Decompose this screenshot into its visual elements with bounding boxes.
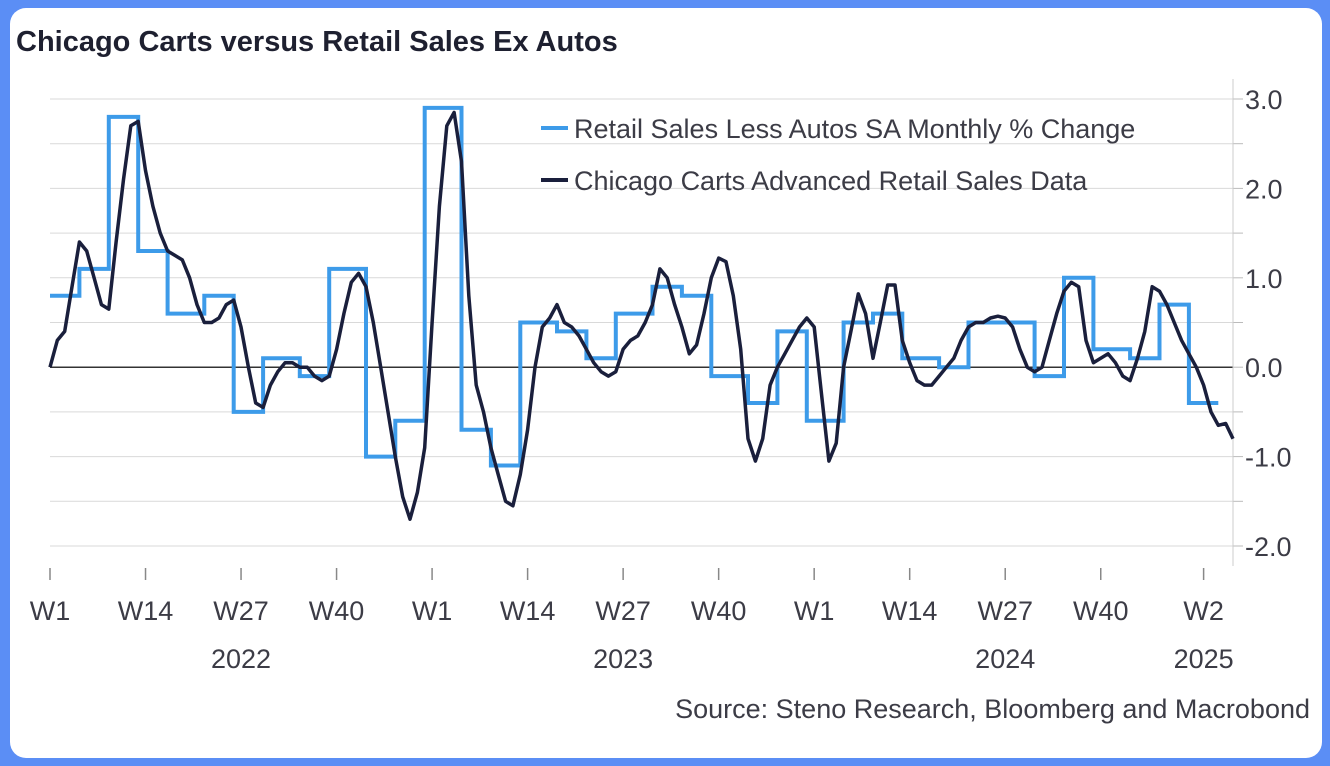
chart-title: Chicago Carts versus Retail Sales Ex Aut… [16, 26, 618, 58]
x-tick-label: W27 [977, 596, 1033, 626]
y-tick-label: 1.0 [1245, 264, 1283, 294]
legend: Retail Sales Less Autos SA Monthly % Cha… [541, 114, 1135, 196]
x-year-label: 2022 [211, 644, 271, 674]
x-year-label: 2024 [975, 644, 1035, 674]
y-tick-label: -1.0 [1245, 443, 1292, 473]
x-tick-label: W40 [309, 596, 365, 626]
x-tick-label: W27 [595, 596, 651, 626]
x-tick-label: W1 [794, 596, 835, 626]
legend-label-retail-sales: Retail Sales Less Autos SA Monthly % Cha… [574, 114, 1135, 144]
x-tick-label: W2 [1183, 596, 1224, 626]
y-tick-label: 0.0 [1245, 353, 1283, 383]
series-retail-sales-line [50, 105, 1219, 468]
series-layer [48, 105, 1235, 521]
x-tick-label: W40 [1073, 596, 1129, 626]
series-chicago-carts-line [48, 110, 1235, 521]
y-tick-label: 3.0 [1245, 85, 1283, 115]
source-note: Source: Steno Research, Bloomberg and Ma… [675, 694, 1310, 724]
legend-label-chicago-carts: Chicago Carts Advanced Retail Sales Data [574, 166, 1088, 196]
chart-card [10, 8, 1322, 758]
y-tick-label: 2.0 [1245, 174, 1283, 204]
x-tick-label: W14 [118, 596, 174, 626]
x-tick-label: W14 [882, 596, 938, 626]
x-year-label: 2025 [1174, 644, 1234, 674]
x-year-label: 2023 [593, 644, 653, 674]
x-tick-label: W1 [30, 596, 71, 626]
x-tick-label: W14 [500, 596, 556, 626]
x-tick-label: W1 [412, 596, 453, 626]
y-tick-label: -2.0 [1245, 532, 1292, 562]
x-tick-label: W40 [691, 596, 747, 626]
axes: 3.0 2.0 1.0 0.0 -1.0 -2.0 W1 W14 W27 W40 W1 W14 W27 W… [30, 79, 1292, 674]
x-tick-label: W27 [213, 596, 269, 626]
